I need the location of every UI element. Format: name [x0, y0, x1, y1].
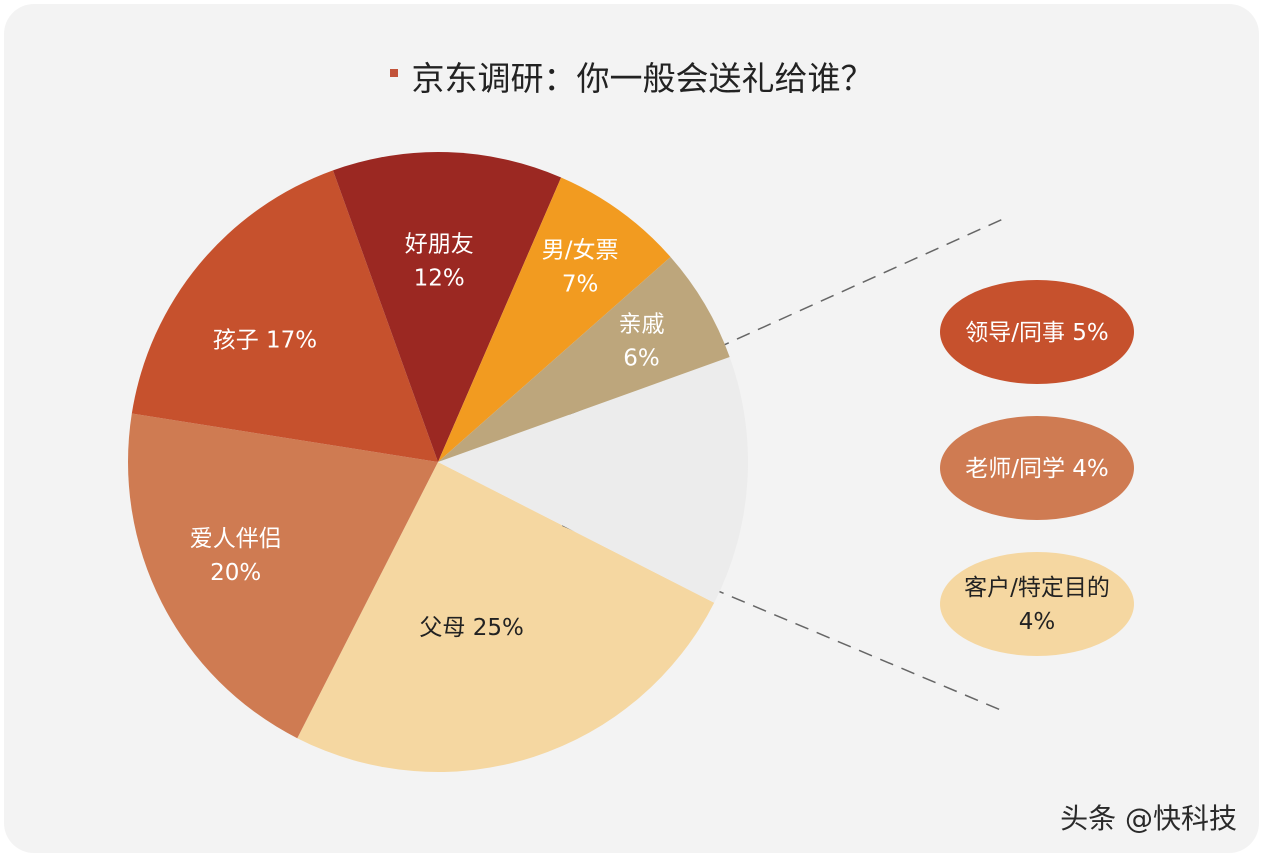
breakdown-label-0: 领导/同事 5% [965, 320, 1109, 346]
slice-label-2: 孩子 17% [213, 327, 317, 353]
watermark: 头条 @快科技 [1060, 797, 1237, 837]
breakdown-bubble-2 [940, 552, 1134, 656]
slice-label-0: 父母 25% [419, 615, 523, 641]
breakdown-label-1: 老师/同学 4% [965, 456, 1109, 482]
